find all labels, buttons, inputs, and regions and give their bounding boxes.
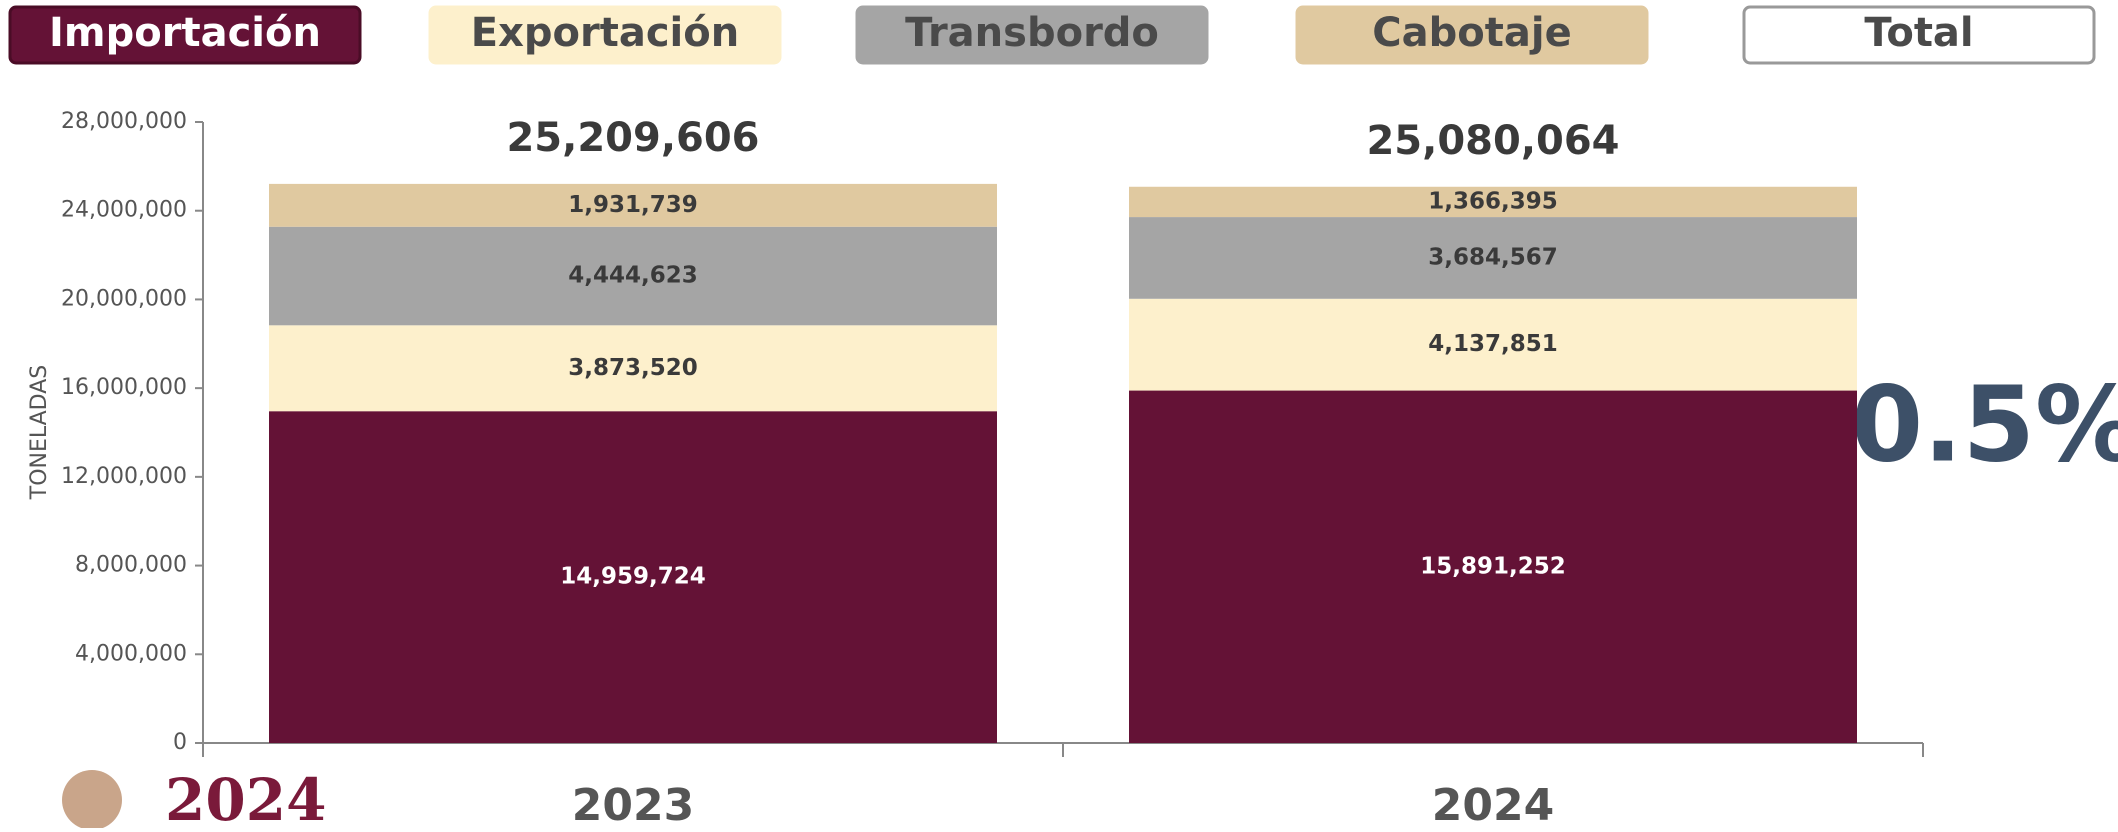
segment-label: 3,684,567: [1428, 244, 1558, 270]
legend-label[interactable]: Cabotaje: [1372, 10, 1571, 56]
segment-label: 3,873,520: [568, 355, 698, 381]
y-tick-label: 8,000,000: [75, 553, 187, 578]
legend-label[interactable]: Importación: [49, 10, 321, 56]
segment-label: 15,891,252: [1420, 553, 1566, 579]
y-tick-label: 20,000,000: [61, 286, 187, 311]
logo-face: [62, 770, 122, 828]
y-tick-label: 12,000,000: [61, 464, 187, 489]
total-label: 25,209,606: [506, 115, 759, 161]
y-axis-label: TONELADAS: [27, 365, 52, 501]
x-tick-label: 2023: [572, 780, 694, 828]
x-tick-label: 2024: [1432, 780, 1554, 828]
y-tick-label: 4,000,000: [75, 641, 187, 666]
legend-label[interactable]: Transbordo: [905, 10, 1159, 56]
segment-label: 1,931,739: [568, 192, 698, 218]
chart: TONELADAS 0.5% 2024 Importación Exportaci…: [0, 0, 2118, 828]
segment-label: 4,137,851: [1428, 331, 1558, 357]
y-tick-label: 28,000,000: [61, 109, 187, 134]
page: TONELADAS 0.5% 2024 Importación Exportaci…: [0, 0, 2118, 828]
segment-label: 14,959,724: [560, 564, 706, 590]
y-tick-label: 24,000,000: [61, 198, 187, 223]
segment-label: 4,444,623: [568, 263, 698, 289]
y-tick-label: 0: [173, 730, 187, 755]
legend-label[interactable]: Total: [1864, 10, 1973, 56]
segment-label: 1,366,395: [1428, 188, 1558, 214]
total-label: 25,080,064: [1366, 118, 1619, 164]
logo-text: 2024: [165, 766, 326, 828]
change-annotation: 0.5%: [1851, 363, 2118, 485]
legend-label[interactable]: Exportación: [471, 10, 739, 56]
y-tick-label: 16,000,000: [61, 375, 187, 400]
